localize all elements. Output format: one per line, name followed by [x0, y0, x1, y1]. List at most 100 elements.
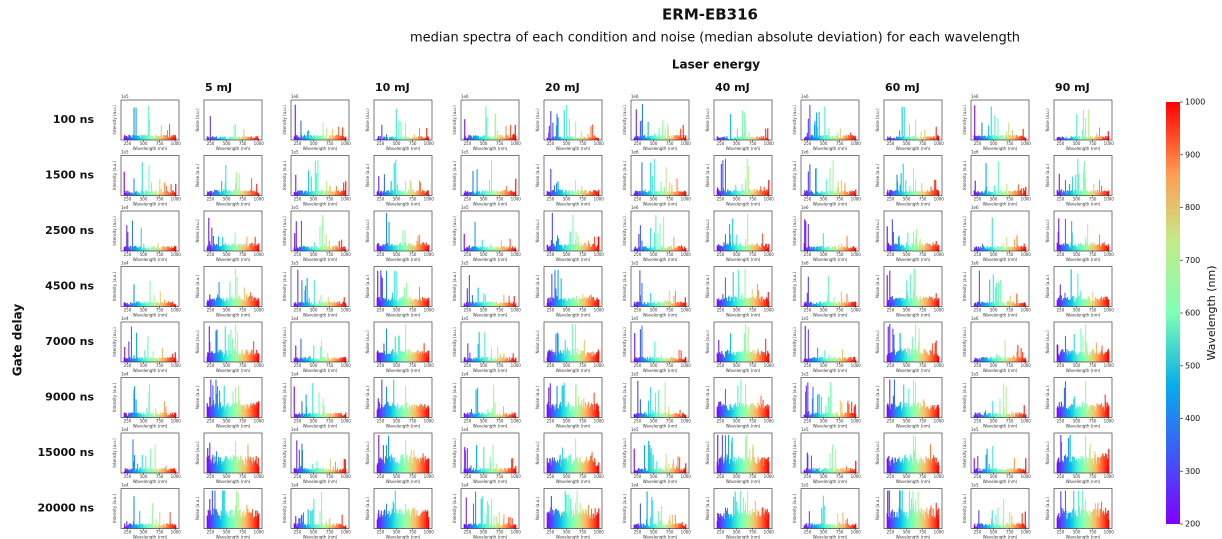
colorbar-tick-label: 800	[1185, 203, 1200, 212]
panel-frame	[801, 211, 859, 251]
panel-frame	[121, 156, 179, 196]
exponent-label: 1e6	[971, 150, 979, 155]
y-axis-label: Noise (a.u.)	[705, 219, 710, 242]
y-axis-label: Intensity (a.u.)	[282, 105, 287, 135]
y-axis-label: Intensity (a.u.)	[792, 216, 797, 246]
panel-frame	[971, 156, 1029, 196]
x-tick-label: 250	[207, 197, 215, 202]
energy-label: 60 mJ	[885, 81, 920, 94]
exponent-label: 1e6	[461, 94, 469, 99]
title: ERM-EB316	[662, 6, 758, 24]
panel-frame	[544, 156, 602, 196]
x-tick-label: 250	[294, 141, 302, 146]
x-tick-label: 1000	[511, 308, 522, 313]
y-axis-label: Intensity (a.u.)	[112, 216, 117, 246]
x-tick-label: 250	[1057, 197, 1065, 202]
y-axis-label: Noise (a.u.)	[195, 164, 200, 187]
y-axis-label: Intensity (a.u.)	[452, 216, 457, 246]
exponent-label: 1e6	[971, 94, 979, 99]
panel-frame	[374, 100, 432, 140]
exponent-label: 1e6	[631, 150, 639, 155]
x-tick-label: 250	[377, 252, 385, 257]
y-axis-label: Intensity (a.u.)	[282, 216, 287, 246]
y-axis-label: Noise (a.u.)	[1045, 108, 1050, 131]
y-axis-label: Noise (a.u.)	[705, 275, 710, 298]
x-tick-label: 1000	[681, 252, 692, 257]
y-axis-label: Noise (a.u.)	[535, 164, 540, 187]
x-tick-label: 1000	[424, 141, 435, 146]
gate-delay-label: 4500 ns	[45, 280, 94, 293]
x-tick-label: 1000	[1021, 141, 1032, 146]
y-axis-label: Noise (a.u.)	[195, 108, 200, 131]
exponent-label: 1e6	[631, 94, 639, 99]
x-tick-label: 1000	[254, 141, 265, 146]
x-tick-label: 250	[464, 252, 472, 257]
x-tick-label: 250	[294, 308, 302, 313]
panel-frame	[714, 211, 772, 251]
x-axis-label: Wavelength (nm)	[303, 146, 338, 151]
colorbar	[1166, 102, 1180, 524]
x-tick-label: 250	[887, 141, 895, 146]
x-tick-label: 1000	[254, 197, 265, 202]
x-tick-label: 250	[1057, 141, 1065, 146]
panel-frame	[121, 211, 179, 251]
x-tick-label: 1000	[171, 141, 182, 146]
x-tick-label: 1000	[1021, 197, 1032, 202]
y-axis-label: Noise (a.u.)	[705, 164, 710, 187]
x-tick-label: 250	[207, 141, 215, 146]
x-tick-label: 1000	[171, 197, 182, 202]
y-axis-label: Intensity (a.u.)	[452, 105, 457, 135]
y-axis-label: Noise (a.u.)	[195, 275, 200, 298]
panel-frame	[631, 156, 689, 196]
x-tick-label: 250	[377, 308, 385, 313]
x-tick-label: 250	[377, 141, 385, 146]
x-tick-label: 250	[974, 141, 982, 146]
x-axis-label: Wavelength (nm)	[556, 202, 591, 207]
x-axis-label: Wavelength (nm)	[216, 257, 251, 262]
colorbar-tick-label: 200	[1185, 520, 1200, 529]
x-axis-label: Wavelength (nm)	[896, 202, 931, 207]
x-tick-label: 1000	[424, 197, 435, 202]
y-axis-label: Noise (a.u.)	[365, 108, 370, 131]
exponent-label: 1e4	[121, 205, 129, 210]
x-tick-label: 1000	[851, 252, 862, 257]
y-axis-label: Intensity (a.u.)	[962, 160, 967, 190]
y-axis-label: Intensity (a.u.)	[112, 105, 117, 135]
exponent-label: 1e5	[291, 205, 299, 210]
x-tick-label: 1000	[424, 252, 435, 257]
x-axis-label: Wavelength (nm)	[386, 202, 421, 207]
x-axis-label: Wavelength (nm)	[133, 313, 168, 318]
x-tick-label: 1000	[341, 308, 352, 313]
gate-delay-label: 100 ns	[53, 113, 95, 126]
y-axis-label: Noise (a.u.)	[195, 219, 200, 242]
x-tick-label: 250	[547, 308, 555, 313]
x-tick-label: 250	[464, 308, 472, 313]
x-axis-label: Wavelength (nm)	[133, 146, 168, 151]
x-axis-label: Wavelength (nm)	[726, 313, 761, 318]
exponent-label: 1e5	[291, 150, 299, 155]
x-tick-label: 1000	[254, 252, 265, 257]
energy-label: 10 mJ	[375, 81, 410, 94]
gate-delay-label: 2500 ns	[45, 224, 94, 237]
x-tick-label: 250	[634, 141, 642, 146]
colorbar-tick-label: 500	[1185, 361, 1200, 370]
exponent-label: 1e5	[291, 261, 299, 266]
y-axis-label: Noise (a.u.)	[1045, 164, 1050, 187]
x-tick-label: 1000	[851, 197, 862, 202]
x-tick-label: 1000	[1104, 252, 1115, 257]
x-axis-label: Wavelength (nm)	[556, 146, 591, 151]
colorbar-tick-label: 700	[1185, 256, 1200, 265]
exponent-label: 1e6	[971, 205, 979, 210]
x-tick-label: 1000	[934, 197, 945, 202]
exponent-label: 1e6	[801, 150, 809, 155]
exponent-label: 1e6	[801, 205, 809, 210]
x-tick-label: 1000	[934, 252, 945, 257]
x-axis-label: Wavelength (nm)	[1066, 257, 1101, 262]
x-axis-label: Wavelength (nm)	[643, 146, 678, 151]
exponent-label: 1e5	[461, 150, 469, 155]
panel-frame	[971, 211, 1029, 251]
colorbar-tick-label: 400	[1185, 414, 1200, 423]
colorbar-label: Wavelength (nm)	[1205, 265, 1218, 360]
panel-frame	[291, 100, 349, 140]
x-tick-label: 1000	[424, 308, 435, 313]
